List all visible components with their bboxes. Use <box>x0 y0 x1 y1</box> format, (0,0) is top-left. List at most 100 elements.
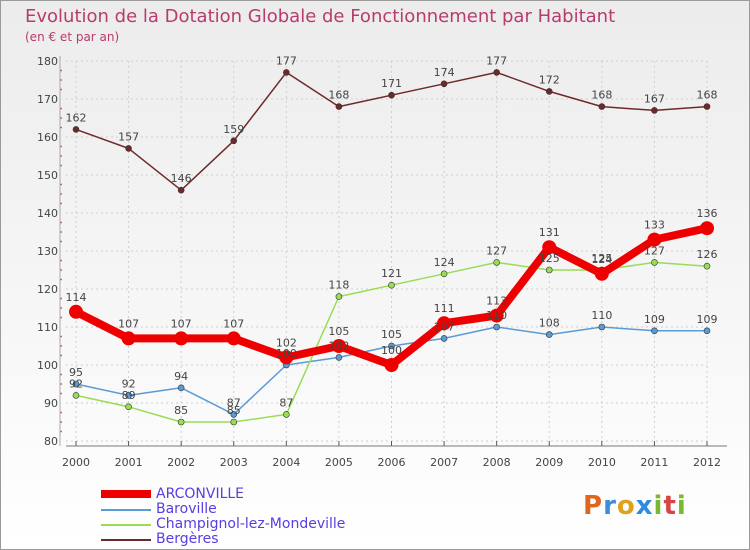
data-label: 157 <box>118 130 139 143</box>
legend-swatch-champignol <box>101 524 151 526</box>
data-point <box>594 266 609 281</box>
data-point <box>542 240 557 255</box>
data-point <box>72 126 80 133</box>
y-tick-label: 140 <box>37 207 58 220</box>
data-point <box>651 259 658 266</box>
x-tick-label: 2009 <box>535 456 563 469</box>
data-point <box>440 335 448 342</box>
data-label: 125 <box>591 252 612 265</box>
x-tick-label: 2003 <box>220 456 248 469</box>
data-label: 121 <box>381 267 402 280</box>
x-tick-label: 2008 <box>483 456 511 469</box>
legend-swatch-bergeres <box>101 539 151 541</box>
legend-label-baroville: Baroville <box>156 501 217 517</box>
y-tick-label: 100 <box>37 359 58 372</box>
y-tick-label: 120 <box>37 283 58 296</box>
data-labels: 162 157 146 159 177 168 171 174 177 172 168 167 168 9… <box>66 54 718 417</box>
data-label: 174 <box>434 66 455 79</box>
data-point <box>545 266 553 274</box>
data-label: 127 <box>486 244 507 257</box>
data-label: 146 <box>171 172 192 185</box>
y-tick-label: 110 <box>37 321 58 334</box>
legend-label-bergeres: Bergères <box>156 531 219 547</box>
data-label: 168 <box>697 89 718 102</box>
data-point <box>177 418 185 426</box>
data-point <box>700 221 714 236</box>
data-label: 111 <box>434 302 455 315</box>
x-tick-label: 2012 <box>693 456 721 469</box>
y-tick-label: 90 <box>44 397 58 410</box>
data-point <box>283 69 290 76</box>
data-label: 109 <box>644 313 665 326</box>
data-point <box>125 403 132 411</box>
data-label: 102 <box>328 339 349 352</box>
data-point <box>230 411 238 418</box>
data-label: 168 <box>591 89 612 102</box>
data-label: 108 <box>539 317 560 330</box>
data-label: 107 <box>171 317 192 330</box>
data-label: 105 <box>381 328 402 341</box>
legend-label-champignol: Champignol-lez-Mondeville <box>156 516 346 532</box>
data-point <box>121 331 136 346</box>
data-label: 136 <box>697 207 718 220</box>
data-point <box>177 384 185 392</box>
x-tick-label: 2011 <box>640 456 668 469</box>
data-point <box>598 103 606 110</box>
data-point <box>177 186 185 194</box>
data-label: 159 <box>223 123 244 136</box>
data-point <box>125 392 132 399</box>
proxiti-logo: Proxiti <box>583 491 687 521</box>
data-label: 177 <box>486 54 507 67</box>
data-label: 100 <box>276 347 297 360</box>
data-label: 107 <box>118 317 139 330</box>
legend-swatch-arconville <box>101 490 151 498</box>
data-label: 131 <box>539 226 560 239</box>
data-label: 92 <box>69 377 83 390</box>
data-label: 109 <box>697 313 718 326</box>
x-tick-label: 2004 <box>272 456 300 469</box>
data-label: 87 <box>227 396 241 409</box>
data-point <box>335 103 343 110</box>
data-label: 107 <box>223 317 244 330</box>
data-point <box>125 145 132 152</box>
chart-subtitle: (en € et par an) <box>25 30 120 44</box>
data-label: 162 <box>66 111 87 124</box>
data-label: 125 <box>539 252 560 265</box>
logo-letter: r <box>603 491 617 521</box>
data-label: 89 <box>122 389 136 402</box>
data-point <box>72 380 80 388</box>
data-label: 110 <box>591 309 612 322</box>
data-label: 124 <box>591 253 612 266</box>
data-point <box>545 331 553 338</box>
x-tick-label: 2000 <box>62 456 90 469</box>
grid-lines <box>66 60 708 442</box>
data-point <box>335 293 343 300</box>
data-label: 102 <box>276 336 297 349</box>
legend-item-bergeres: Bergères <box>101 531 401 547</box>
data-point <box>647 232 662 247</box>
data-label: 177 <box>276 54 297 67</box>
y-tick-label: 170 <box>37 93 58 106</box>
data-point <box>703 103 711 110</box>
logo-letter: o <box>616 491 636 521</box>
data-label: 168 <box>328 89 349 102</box>
data-label: 127 <box>644 244 665 257</box>
data-point <box>651 327 658 335</box>
chart-title: Evolution de la Dotation Globale de Fonc… <box>25 6 616 27</box>
x-tick-label: 2007 <box>430 456 458 469</box>
data-point <box>226 331 241 346</box>
x-tick-label: 2002 <box>167 456 195 469</box>
data-label: 107 <box>434 320 455 333</box>
data-label: 113 <box>486 295 507 308</box>
data-point <box>230 418 238 426</box>
y-tick-label: 180 <box>37 55 58 68</box>
data-label: 167 <box>644 92 665 105</box>
data-point <box>703 327 711 335</box>
logo-letter: t <box>663 491 677 521</box>
data-point <box>440 80 448 88</box>
series-lines <box>69 69 714 426</box>
data-label: 171 <box>381 77 402 90</box>
data-label: 124 <box>434 256 455 269</box>
data-point <box>230 137 238 145</box>
